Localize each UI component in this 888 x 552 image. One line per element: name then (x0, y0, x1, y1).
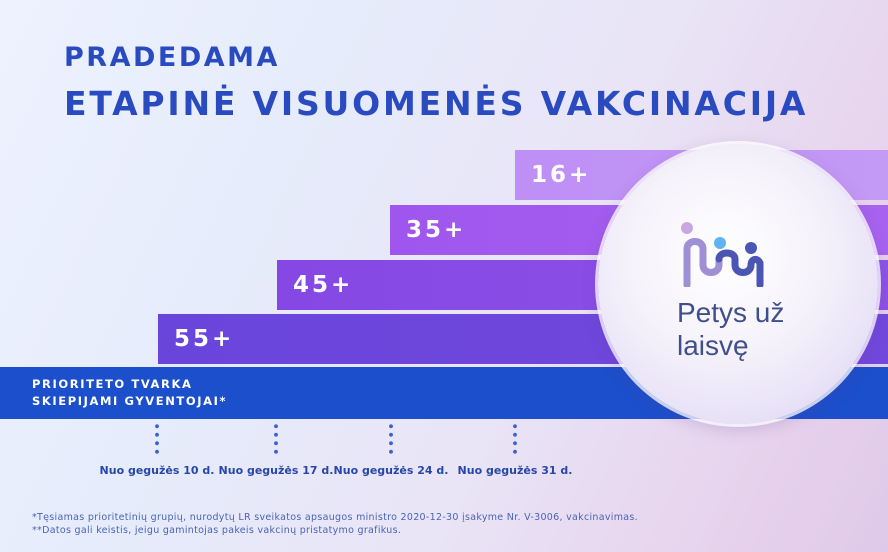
timeline-dotted-line (155, 422, 159, 456)
logo-wordmark-line2: laisvę (677, 330, 749, 361)
footnote-2: **Datos gali keistis, jeigu gamintojas p… (32, 525, 402, 536)
priority-bar-line1: PRIORITETO TVARKA (32, 377, 193, 391)
page-title-line1: PRADEDAMA (64, 42, 280, 73)
logo-circle (598, 144, 878, 424)
logo-wordmark-line1: Petys už (677, 297, 785, 328)
timeline-dotted-line (274, 422, 278, 456)
timeline-dotted-line (389, 422, 393, 456)
timeline-date-label: Nuo gegužės 24 d. (333, 464, 449, 477)
footnotes: *Tęsiamas prioritetinių grupių, nurodytų… (32, 511, 638, 537)
people-icon (681, 222, 764, 287)
footnote-1: *Tęsiamas prioritetinių grupių, nurodytų… (32, 512, 638, 523)
timeline-date-label: Nuo gegužės 17 d. (218, 464, 334, 477)
priority-bar-line2: SKIEPIJAMI GYVENTOJAI* (32, 394, 228, 408)
logo-wordmark: Petys už laisvę (677, 296, 837, 362)
timeline-date-label: Nuo gegužės 10 d. (99, 464, 215, 477)
page-title-line2: ETAPINĖ VISUOMENĖS VAKCINACIJA (64, 84, 809, 123)
timeline-date-label: Nuo gegužės 31 d. (457, 464, 573, 477)
timeline-dotted-line (513, 422, 517, 456)
